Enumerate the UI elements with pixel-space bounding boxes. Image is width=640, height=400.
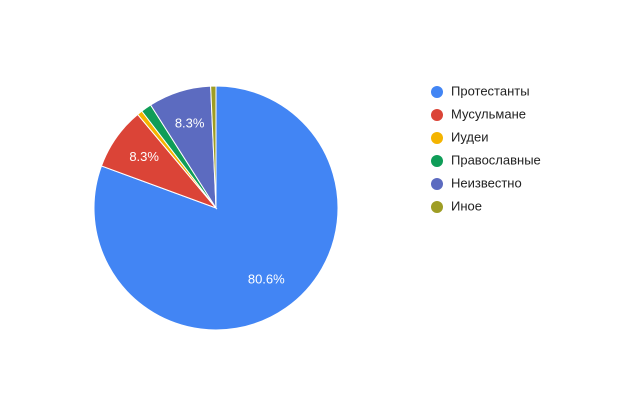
legend-swatch: [431, 132, 443, 144]
legend-swatch: [431, 155, 443, 167]
legend-swatch: [431, 178, 443, 190]
legend-label: Неизвестно: [451, 175, 522, 190]
slice-label: 8.3%: [129, 149, 159, 164]
legend-label: Православные: [451, 152, 541, 167]
pie-slice: [210, 85, 217, 209]
slice-label: 80.6%: [248, 271, 285, 286]
slice-label: 8.3%: [175, 116, 205, 131]
legend-swatch: [431, 109, 443, 121]
legend-label: Мусульмане: [451, 106, 526, 121]
legend-swatch: [431, 86, 443, 98]
legend-label: Иудеи: [451, 129, 489, 144]
legend-swatch: [431, 201, 443, 213]
legend-label: Протестанты: [451, 83, 530, 98]
legend-label: Иное: [451, 198, 482, 213]
